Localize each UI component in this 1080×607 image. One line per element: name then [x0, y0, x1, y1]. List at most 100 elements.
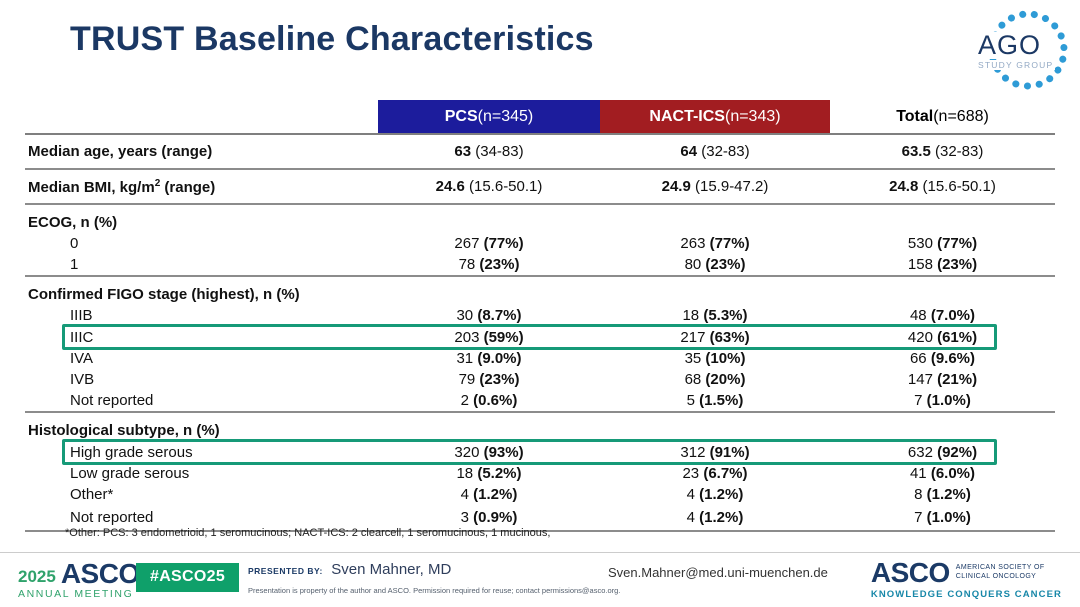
annual-meeting-year: 2025 — [18, 567, 56, 586]
cell-pcs: 320 (93%) — [454, 443, 524, 461]
table-row-median-age: Median age, years (range) 63 (34-83) 64 … — [25, 135, 1055, 170]
cell-total: 48 (7.0%) — [909, 307, 976, 324]
asco-tagline: KNOWLEDGE CONQUERS CANCER — [870, 589, 1062, 600]
table-header-row: PCS (n=345) NACT-ICS (n=343) Total (n=68… — [25, 100, 1055, 135]
annual-meeting-subtitle: ANNUAL MEETING — [18, 588, 134, 600]
section-label: Confirmed FIGO stage (highest), n (%) — [28, 286, 300, 303]
column-header-nact-ics: NACT-ICS (n=343) — [600, 100, 830, 133]
row-label-text: Median BMI, kg/m — [28, 178, 155, 196]
table-row-figo-ivb: IVB 79 (23%) 68 (20%) 147 (21%) — [25, 369, 1055, 390]
cell-pcs: 203 (59%) — [454, 328, 524, 346]
nact-n: (n=343) — [724, 107, 781, 125]
cell-nact: 80 (23%) — [684, 256, 746, 273]
cell-pcs: 31 (9.0%) — [456, 350, 522, 367]
presenter-name: Sven Mahner, MD — [331, 561, 452, 578]
cell-total: 7 (1.0%) — [914, 392, 971, 409]
cell-nact: 4 (1.2%) — [686, 509, 744, 526]
cell-pcs: 2 (0.6%) — [460, 392, 518, 409]
baseline-characteristics-table: PCS (n=345) NACT-ICS (n=343) Total (n=68… — [25, 100, 1055, 532]
pcs-n: (n=345) — [477, 107, 534, 125]
cell-total: 420 (61%) — [907, 328, 978, 346]
cell-pcs: 3 (0.9%) — [460, 509, 518, 526]
cell-nact: 217 (63%) — [680, 328, 750, 346]
table-row-median-bmi: Median BMI, kg/m2 (range) 24.6 (15.6-50.… — [25, 170, 1055, 205]
cell-total: 24.8 (15.6-50.1) — [889, 178, 996, 195]
row-label: IVA — [70, 350, 94, 367]
presented-by-block: PRESENTED BY: Sven Mahner, MD Presentati… — [248, 561, 620, 595]
cell-nact: 35 (10%) — [684, 350, 746, 367]
annual-meeting-asco-wordmark: ASCO — [60, 558, 140, 589]
table-row-low-grade-serous: Low grade serous 18 (5.2%) 23 (6.7%) 41 … — [25, 463, 1055, 484]
hashtag-badge: #ASCO25 — [136, 563, 240, 592]
table-row-figo-iiib: IIIB 30 (8.7%) 18 (5.3%) 48 (7.0%) — [25, 305, 1055, 326]
cell-nact: 4 (1.2%) — [686, 486, 744, 503]
cell-total: 8 (1.2%) — [914, 486, 971, 503]
asco-society-logo: ASCO AMERICAN SOCIETY OF CLINICAL ONCOLO… — [871, 559, 1062, 600]
total-n: (n=688) — [933, 107, 989, 125]
column-header-pcs: PCS (n=345) — [378, 100, 600, 133]
table-row-ecog-1: 1 78 (23%) 80 (23%) 158 (23%) — [25, 254, 1055, 277]
cell-nact: 18 (5.3%) — [682, 307, 748, 324]
disclaimer-text: Presentation is property of the author a… — [248, 586, 621, 595]
table-section-ecog: ECOG, n (%) — [25, 205, 1055, 233]
cell-nact: 68 (20%) — [684, 371, 746, 388]
asco-wordmark: ASCO — [870, 557, 950, 588]
asco-society-name: AMERICAN SOCIETY OF CLINICAL ONCOLOGY — [956, 559, 1045, 582]
footer-divider — [0, 552, 1080, 553]
row-label: IIIC — [70, 328, 94, 346]
cell-pcs: 18 (5.2%) — [456, 465, 522, 482]
asco-annual-meeting-logo: 2025 ASCO ANNUAL MEETING — [18, 560, 140, 600]
header-empty-cell — [25, 100, 378, 133]
row-label: Not reported — [70, 392, 154, 409]
row-label: IIIB — [70, 307, 93, 324]
cell-total: 158 (23%) — [907, 256, 978, 273]
society-line-1: AMERICAN SOCIETY OF — [955, 564, 1045, 571]
cell-nact: 263 (77%) — [680, 235, 750, 252]
cell-pcs: 24.6 (15.6-50.1) — [435, 178, 543, 195]
cell-total: 66 (9.6%) — [909, 350, 976, 367]
pcs-label: PCS — [444, 107, 478, 125]
row-label: Not reported — [70, 509, 154, 526]
cell-total: 632 (92%) — [907, 443, 978, 461]
presenter-email: Sven.Mahner@med.uni-muenchen.de — [608, 565, 828, 580]
row-label: Median BMI, kg/m2 (range) — [25, 178, 378, 196]
row-label: 0 — [70, 235, 79, 252]
row-label: High grade serous — [70, 443, 193, 461]
row-label: 1 — [70, 256, 79, 273]
table-footnote: *Other: PCS: 3 endometrioid, 1 seromucin… — [65, 527, 551, 539]
cell-nact: 24.9 (15.9-47.2) — [661, 178, 769, 195]
ago-logo-subtitle: STUDY GROUP — [978, 60, 1056, 70]
section-label: ECOG, n (%) — [28, 214, 118, 231]
table-section-histology: Histological subtype, n (%) — [25, 413, 1055, 441]
cell-pcs: 63 (34-83) — [454, 143, 524, 160]
table-row-histology-not-reported: Not reported 3 (0.9%) 4 (1.2%) 7 (1.0%) — [25, 505, 1055, 532]
cell-nact: 312 (91%) — [680, 443, 750, 461]
cell-total: 530 (77%) — [907, 235, 978, 252]
presented-by-label: PRESENTED BY: — [248, 566, 323, 576]
column-header-total: Total (n=688) — [830, 100, 1055, 133]
cell-pcs: 30 (8.7%) — [456, 307, 522, 324]
cell-pcs: 4 (1.2%) — [460, 486, 518, 503]
table-row-other: Other* 4 (1.2%) 4 (1.2%) 8 (1.2%) — [25, 484, 1055, 505]
row-label: IVB — [70, 371, 95, 388]
table-row-figo-not-reported: Not reported 2 (0.6%) 5 (1.5%) 7 (1.0%) — [25, 390, 1055, 413]
table-row-high-grade-serous: High grade serous 320 (93%) 312 (91%) 63… — [25, 439, 1055, 465]
row-label: Median age, years (range) — [25, 143, 378, 160]
superscript: 2 — [154, 177, 161, 189]
cell-pcs: 267 (77%) — [454, 235, 524, 252]
cell-nact: 5 (1.5%) — [686, 392, 744, 409]
ago-logo-text: AGO — [978, 32, 1045, 59]
table-section-figo: Confirmed FIGO stage (highest), n (%) — [25, 277, 1055, 305]
cell-total: 7 (1.0%) — [914, 509, 971, 526]
cell-nact: 23 (6.7%) — [682, 465, 748, 482]
cell-nact: 64 (32-83) — [680, 143, 750, 160]
table-row-ecog-0: 0 267 (77%) 263 (77%) 530 (77%) — [25, 233, 1055, 254]
cell-pcs: 78 (23%) — [458, 256, 520, 273]
section-label: Histological subtype, n (%) — [28, 422, 220, 439]
table-row-figo-iiic: IIIC 203 (59%) 217 (63%) 420 (61%) — [25, 324, 1055, 350]
row-label-suffix: (range) — [160, 178, 216, 196]
ago-study-group-logo: AGO STUDY GROUP — [976, 6, 1072, 98]
cell-total: 63.5 (32-83) — [901, 143, 984, 160]
row-label: Other* — [70, 486, 114, 503]
